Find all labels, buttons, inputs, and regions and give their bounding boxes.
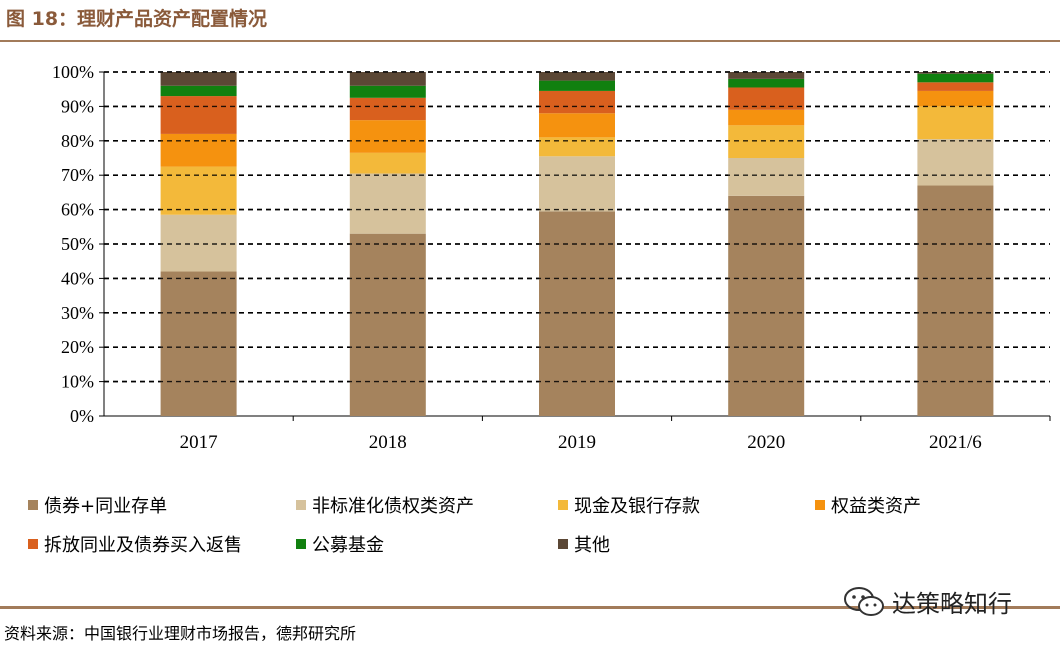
bar-segment-2019-2 — [539, 137, 615, 157]
legend-item: 拆放同业及债券买入返售 — [28, 531, 242, 557]
bar-segment-2021-6-3 — [917, 90, 994, 107]
bar-segment-2017-0 — [160, 271, 237, 416]
bar-segment-2020-3 — [728, 109, 805, 126]
y-tick-label: 90% — [61, 96, 94, 116]
bar-segment-2017-1 — [160, 214, 237, 272]
stacked-bar-chart: 0% 10% 20% 30% 40% 50% 60% 70% 80% 90% 100% 2017 201… — [52, 62, 1051, 453]
bar-segment-2020-1 — [728, 158, 805, 196]
bar-segment-2021-6-2 — [917, 106, 994, 140]
bar-segment-2019-3 — [539, 113, 615, 138]
legend-swatch — [815, 500, 825, 510]
legend-label: 权益类资产 — [831, 496, 921, 517]
y-tick-label: 10% — [61, 372, 94, 392]
watermark-text: 达策略知行 — [892, 590, 1012, 618]
legend-swatch — [296, 539, 306, 549]
legend-label: 其他 — [574, 535, 610, 556]
legend-label: 拆放同业及债券买入返售 — [44, 535, 242, 556]
bar-segment-2018-2 — [349, 152, 426, 174]
watermark: 达策略知行 — [842, 584, 1012, 619]
legend-label: 现金及银行存款 — [574, 496, 700, 517]
bar-segment-2017-3 — [160, 133, 237, 167]
bar-segment-2020-2 — [728, 125, 805, 158]
legend-swatch — [296, 500, 306, 510]
y-tick-label: 80% — [61, 131, 94, 151]
x-tick-label: 2018 — [369, 432, 407, 453]
bar-segment-2019-1 — [539, 156, 615, 212]
bar-segment-2017-5 — [160, 85, 237, 97]
bar-segment-2020-0 — [728, 195, 805, 416]
bar-segment-2019-4 — [539, 90, 615, 114]
y-tick-label: 40% — [61, 268, 94, 288]
y-tick-label: 50% — [61, 234, 94, 254]
legend-label: 债券+同业存单 — [44, 496, 168, 517]
bar-segment-2020-5 — [728, 78, 805, 88]
bar-segment-2021-6-5 — [917, 73, 994, 83]
title-divider — [0, 40, 1060, 42]
bar-segment-2021-6-1 — [917, 139, 994, 186]
bar-segment-2018-0 — [349, 233, 426, 416]
wechat-icon — [844, 586, 884, 616]
bar-segment-2018-3 — [349, 120, 426, 153]
legend-item: 债券+同业存单 — [28, 492, 167, 518]
y-tick-label: 0% — [70, 406, 94, 426]
bar-segment-2018-6 — [349, 72, 426, 86]
y-tick-label: 30% — [61, 303, 94, 323]
y-tick-label: 60% — [61, 200, 94, 220]
x-tick-label: 2017 — [180, 432, 218, 453]
bar-segment-2020-6 — [728, 72, 805, 79]
bar-segment-2019-0 — [539, 211, 615, 416]
legend-swatch — [28, 500, 38, 510]
figure-title: 图 18：理财产品资产配置情况 — [6, 8, 268, 30]
bar-segment-2017-6 — [160, 72, 237, 86]
x-tick-label: 2020 — [747, 432, 785, 453]
legend-swatch — [28, 539, 38, 549]
legend-item: 现金及银行存款 — [558, 492, 700, 518]
legend-swatch — [558, 539, 568, 549]
bar-segment-2017-2 — [160, 166, 237, 215]
bar-segment-2021-6-0 — [917, 185, 994, 416]
legend-swatch — [558, 500, 568, 510]
bar-segment-2018-5 — [349, 85, 426, 98]
x-tick-label: 2021/6 — [929, 432, 982, 453]
footer-divider — [0, 606, 1060, 609]
bar-segment-2018-4 — [349, 97, 426, 121]
legend-item: 公募基金 — [296, 531, 384, 557]
bar-segment-2019-5 — [539, 80, 615, 91]
bar-segment-2020-4 — [728, 87, 805, 110]
x-tick-label: 2019 — [558, 432, 596, 453]
source-note: 资料来源：中国银行业理财市场报告，德邦研究所 — [4, 624, 357, 643]
y-tick-label: 20% — [61, 337, 94, 357]
y-tick-label: 70% — [61, 165, 94, 185]
y-tick-label: 100% — [52, 62, 94, 82]
legend-label: 非标准化债权类资产 — [312, 496, 474, 517]
bar-segment-2018-1 — [349, 173, 426, 234]
legend-label: 公募基金 — [312, 535, 384, 556]
bar-segment-2019-6 — [539, 72, 615, 81]
legend-item: 非标准化债权类资产 — [296, 492, 474, 518]
bar-segment-2021-6-6 — [917, 72, 994, 74]
legend-item: 权益类资产 — [815, 492, 921, 518]
legend-item: 其他 — [558, 531, 610, 557]
bar-segment-2021-6-4 — [917, 82, 994, 91]
bar-segment-2017-4 — [160, 96, 237, 134]
